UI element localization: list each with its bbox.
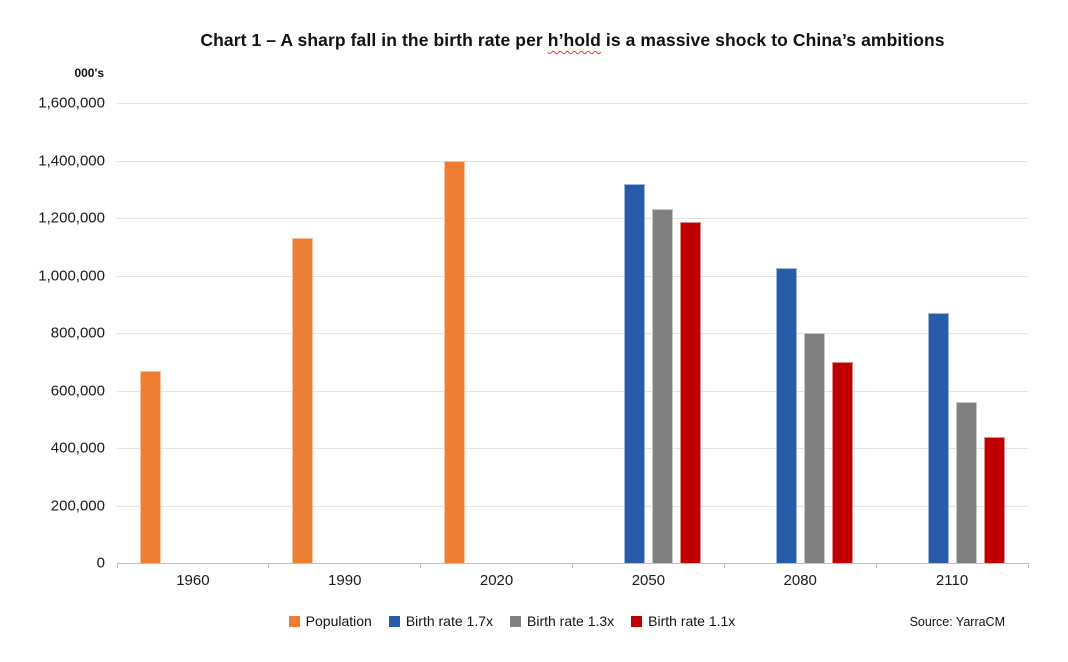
bar-birth-rate-1.3x-2110 bbox=[955, 402, 977, 563]
bar-birth-rate-1.7x-2110 bbox=[927, 312, 949, 563]
gridline bbox=[117, 275, 1028, 277]
y-tick-label: 1,400,000 bbox=[38, 152, 105, 169]
x-tick-label-2080: 2080 bbox=[783, 572, 817, 589]
gridline bbox=[117, 505, 1028, 507]
y-tick-label: 0 bbox=[96, 554, 105, 572]
legend-item-birth-rate-1.3x: Birth rate 1.3x bbox=[510, 613, 614, 629]
legend-item-population: Population bbox=[288, 613, 372, 629]
x-axis-tick-mark bbox=[572, 563, 573, 568]
legend-label: Birth rate 1.3x bbox=[527, 613, 615, 629]
bar-group-1990 bbox=[269, 103, 421, 563]
bar-population-2020 bbox=[444, 160, 466, 563]
x-axis-tick-mark bbox=[723, 563, 725, 568]
bar-birth-rate-1.7x-2080 bbox=[775, 268, 797, 563]
bar-group-2020 bbox=[421, 103, 573, 563]
chart-title-pre: Chart 1 – A sharp fall in the birth rate… bbox=[200, 30, 548, 50]
legend-item-birth-rate-1.7x: Birth rate 1.7x bbox=[388, 613, 493, 629]
bar-group-2110 bbox=[876, 103, 1028, 563]
bar-population-1960 bbox=[140, 371, 162, 563]
x-axis-tick-labels: 1960 1990 2020 2050 2080 2110 bbox=[117, 572, 1028, 589]
x-axis-tick-mark bbox=[116, 563, 118, 568]
legend-swatch-icon bbox=[510, 615, 521, 627]
legend-swatch-icon bbox=[388, 615, 400, 627]
bar-birth-rate-1.1x-2110 bbox=[983, 436, 1005, 563]
source-note: Source: YarraCM bbox=[909, 615, 1005, 629]
x-tick-label-1990: 1990 bbox=[328, 572, 362, 589]
y-tick-label: 1,000,000 bbox=[38, 267, 105, 284]
x-axis-tick-mark bbox=[420, 563, 422, 568]
x-tick-label-1960: 1960 bbox=[176, 572, 210, 589]
y-axis-tick-labels: 1,600,000 1,400,000 1,200,000 1,000,000 800,… bbox=[0, 95, 105, 572]
bar-birth-rate-1.1x-2080 bbox=[831, 361, 853, 563]
bar-birth-rate-1.1x-2050 bbox=[679, 222, 701, 563]
gridline bbox=[117, 160, 1028, 162]
y-tick-label: 600,000 bbox=[50, 382, 105, 399]
chart-title-post: is a massive shock to China’s ambitions bbox=[600, 30, 945, 50]
y-tick-label: 1,200,000 bbox=[38, 209, 105, 227]
plot-area bbox=[116, 103, 1029, 568]
gridline bbox=[117, 218, 1028, 219]
legend-label: Birth rate 1.1x bbox=[648, 613, 736, 629]
x-axis-tick-mark bbox=[268, 563, 270, 568]
legend-item-birth-rate-1.1x: Birth rate 1.1x bbox=[631, 613, 735, 629]
y-tick-label: 800,000 bbox=[50, 324, 105, 342]
legend-swatch-icon bbox=[631, 615, 643, 627]
bar-group-1960 bbox=[117, 103, 269, 563]
legend-label: Birth rate 1.7x bbox=[405, 613, 493, 629]
gridline bbox=[117, 333, 1028, 334]
x-axis-tick-mark bbox=[875, 563, 877, 568]
bar-birth-rate-1.3x-2080 bbox=[803, 333, 825, 563]
x-tick-label-2020: 2020 bbox=[479, 572, 514, 589]
gridline bbox=[117, 390, 1028, 392]
y-tick-label: 1,600,000 bbox=[38, 94, 105, 112]
y-tick-label: 400,000 bbox=[50, 439, 105, 457]
bar-birth-rate-1.7x-2050 bbox=[623, 183, 645, 563]
bar-group-2080 bbox=[724, 103, 876, 563]
chart-legend: Population Birth rate 1.7x Birth rate 1.3x… bbox=[117, 613, 907, 629]
bar-groups bbox=[117, 103, 1028, 563]
x-tick-label-2110: 2110 bbox=[935, 572, 969, 589]
x-axis-tick-mark bbox=[1027, 563, 1029, 568]
y-axis-unit-label: 000's bbox=[74, 66, 104, 80]
y-tick-label: 200,000 bbox=[50, 497, 105, 514]
gridline bbox=[117, 448, 1028, 449]
legend-label: Population bbox=[305, 613, 372, 629]
chart-title-misspelled-word: h’hold bbox=[547, 30, 601, 50]
gridline bbox=[117, 103, 1028, 104]
legend-swatch-icon bbox=[288, 615, 300, 627]
bar-birth-rate-1.3x-2050 bbox=[651, 209, 673, 563]
x-tick-label-2050: 2050 bbox=[631, 572, 666, 589]
bar-group-2050 bbox=[572, 103, 724, 563]
chart-title: Chart 1 – A sharp fall in the birth rate… bbox=[117, 30, 1028, 51]
bar-population-1990 bbox=[292, 238, 314, 563]
